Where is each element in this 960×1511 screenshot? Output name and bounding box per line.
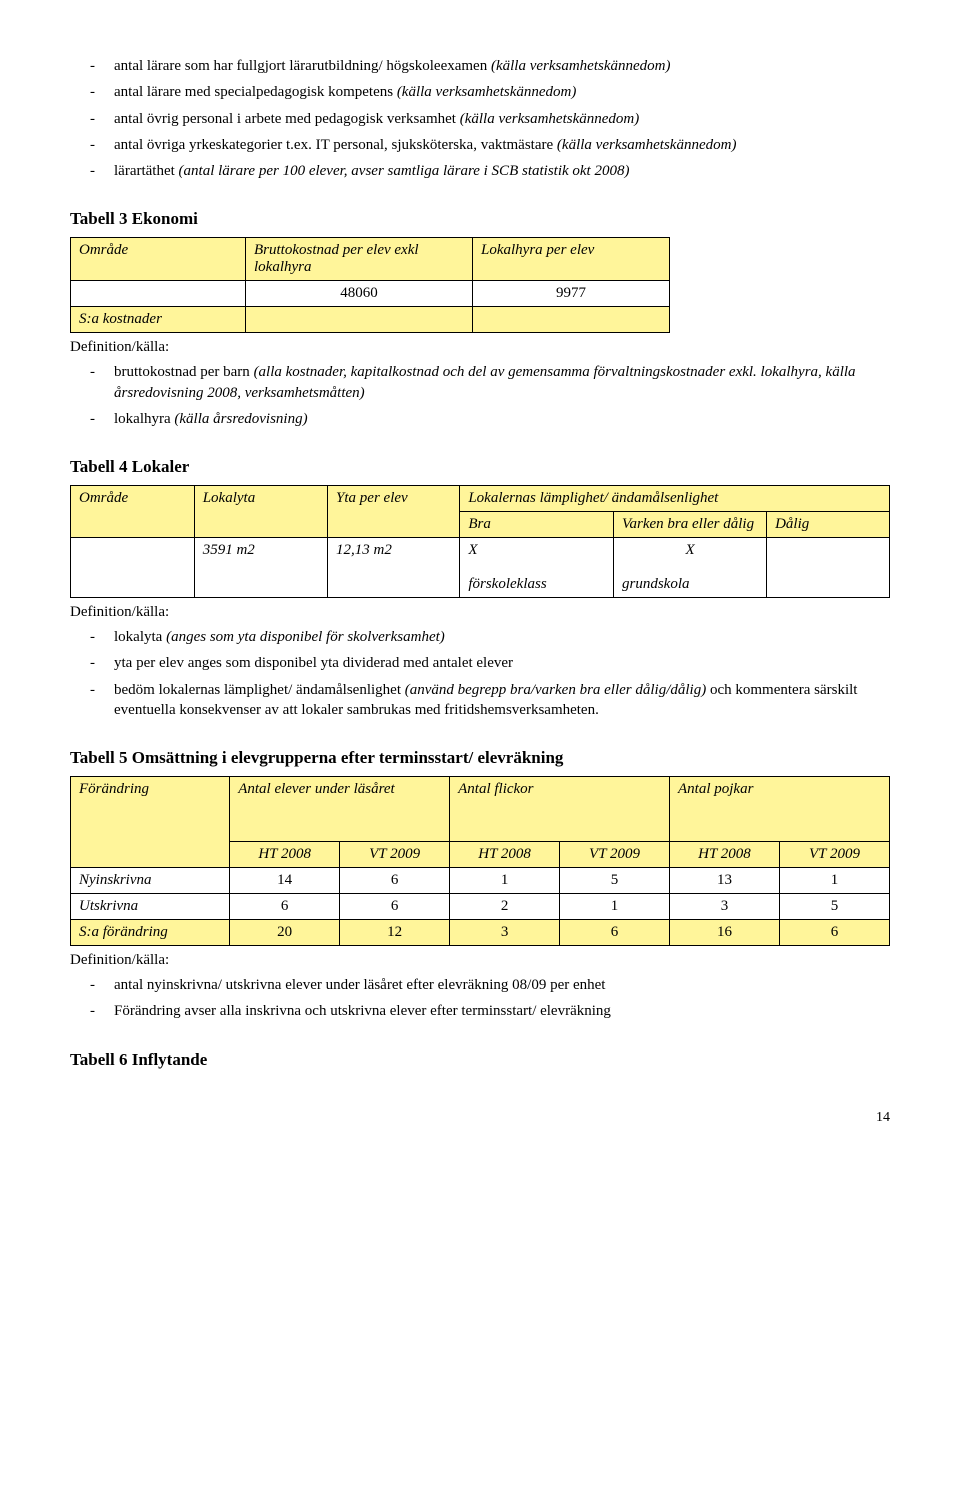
- t5-cell: 2: [450, 894, 560, 920]
- t5-cell: 16: [670, 920, 780, 946]
- list-item: lokalyta (anges som yta disponibel för s…: [70, 627, 890, 647]
- t3-r1-c3: 9977: [473, 281, 670, 307]
- t5-h-c2: Antal elever under läsåret: [230, 777, 450, 842]
- t4-defn: Definition/källa:: [70, 604, 890, 621]
- t5-s5: HT 2008: [670, 842, 780, 868]
- list-item: antal lärare med specialpedagogisk kompe…: [70, 82, 890, 102]
- t5-cell: 5: [560, 868, 670, 894]
- t5-s6: VT 2009: [779, 842, 889, 868]
- t5-cell: 20: [230, 920, 340, 946]
- t4-h-c1: Område: [71, 486, 195, 538]
- t5-row-label: Nyinskrivna: [71, 868, 230, 894]
- list-item: lärartäthet (antal lärare per 100 elever…: [70, 161, 890, 181]
- t5-cell: 6: [340, 868, 450, 894]
- t5-s1: HT 2008: [230, 842, 340, 868]
- t3-r2-c3: [473, 307, 670, 333]
- t4-h-c3: Yta per elev: [328, 486, 460, 538]
- t5-cell: 1: [779, 868, 889, 894]
- t4-h-c2: Lokalyta: [194, 486, 327, 538]
- tabell-4: Område Lokalyta Yta per elev Lokalernas …: [70, 485, 890, 598]
- t3-r2-c1: S:a kostnader: [71, 307, 246, 333]
- t5-cell: 6: [340, 894, 450, 920]
- t3-r2-c2: [246, 307, 473, 333]
- t5-cell: 6: [560, 920, 670, 946]
- t3-h-c3: Lokalhyra per elev: [473, 238, 670, 281]
- t3-h-c2: Bruttokostnad per elev exkl lokalhyra: [246, 238, 473, 281]
- tabell-3-title: Tabell 3 Ekonomi: [70, 209, 890, 229]
- t5-s4: VT 2009: [560, 842, 670, 868]
- t5-bullet-list: antal nyinskrivna/ utskrivna elever unde…: [70, 975, 890, 1022]
- t3-r1-c2: 48060: [246, 281, 473, 307]
- tabell-4-title: Tabell 4 Lokaler: [70, 457, 890, 477]
- t4-r-c1: [71, 538, 195, 598]
- list-item: Förändring avser alla inskrivna och utsk…: [70, 1001, 890, 1021]
- t4-r-c6: [767, 538, 890, 598]
- t5-s3: HT 2008: [450, 842, 560, 868]
- t5-cell: 3: [450, 920, 560, 946]
- t4-r-c4: X förskoleklass: [460, 538, 614, 598]
- t5-defn: Definition/källa:: [70, 952, 890, 969]
- t3-defn: Definition/källa:: [70, 339, 890, 356]
- list-item: antal övrig personal i arbete med pedago…: [70, 109, 890, 129]
- t5-cell: 14: [230, 868, 340, 894]
- top-bullet-list: antal lärare som har fullgjort lärarutbi…: [70, 56, 890, 181]
- tabell-6-title: Tabell 6 Inflytande: [70, 1050, 890, 1070]
- table-row: S:a förändring201236166: [71, 920, 890, 946]
- tabell-3: Område Bruttokostnad per elev exkl lokal…: [70, 237, 670, 333]
- t5-cell: 13: [670, 868, 780, 894]
- t5-cell: 5: [779, 894, 889, 920]
- t4-r-c2: 3591 m2: [194, 538, 327, 598]
- table-row: Utskrivna662135: [71, 894, 890, 920]
- t3-r1-c1: [71, 281, 246, 307]
- t5-s2: VT 2009: [340, 842, 450, 868]
- t4-h-s1: Bra: [460, 512, 614, 538]
- t5-cell: 6: [779, 920, 889, 946]
- list-item: antal övriga yrkeskategorier t.ex. IT pe…: [70, 135, 890, 155]
- t5-h-c1: Förändring: [71, 777, 230, 868]
- t4-h-s3: Dålig: [767, 512, 890, 538]
- list-item: antal nyinskrivna/ utskrivna elever unde…: [70, 975, 890, 995]
- page-number: 14: [70, 1110, 890, 1126]
- t5-row-label: Utskrivna: [71, 894, 230, 920]
- t5-cell: 6: [230, 894, 340, 920]
- list-item: lokalhyra (källa årsredovisning): [70, 409, 890, 429]
- list-item: antal lärare som har fullgjort lärarutbi…: [70, 56, 890, 76]
- t5-h-c4: Antal pojkar: [670, 777, 890, 842]
- t4-h-s2: Varken bra eller dålig: [614, 512, 767, 538]
- table-row: Nyinskrivna14615131: [71, 868, 890, 894]
- t5-cell: 12: [340, 920, 450, 946]
- tabell-5: Förändring Antal elever under läsåret An…: [70, 776, 890, 946]
- t5-cell: 1: [560, 894, 670, 920]
- t5-h-c3: Antal flickor: [450, 777, 670, 842]
- t4-r-c5: X grundskola: [614, 538, 767, 598]
- t4-r-c3: 12,13 m2: [328, 538, 460, 598]
- list-item: bruttokostnad per barn (alla kostnader, …: [70, 362, 890, 403]
- t4-h-c4: Lokalernas lämplighet/ ändamålsenlighet: [460, 486, 890, 512]
- list-item: bedöm lokalernas lämplighet/ ändamålsenl…: [70, 680, 890, 721]
- t3-bullet-list: bruttokostnad per barn (alla kostnader, …: [70, 362, 890, 429]
- t5-row-label: S:a förändring: [71, 920, 230, 946]
- t5-cell: 1: [450, 868, 560, 894]
- t3-h-c1: Område: [71, 238, 246, 281]
- tabell-5-title: Tabell 5 Omsättning i elevgrupperna efte…: [70, 748, 890, 768]
- list-item: yta per elev anges som disponibel yta di…: [70, 653, 890, 673]
- t4-bullet-list: lokalyta (anges som yta disponibel för s…: [70, 627, 890, 720]
- t5-cell: 3: [670, 894, 780, 920]
